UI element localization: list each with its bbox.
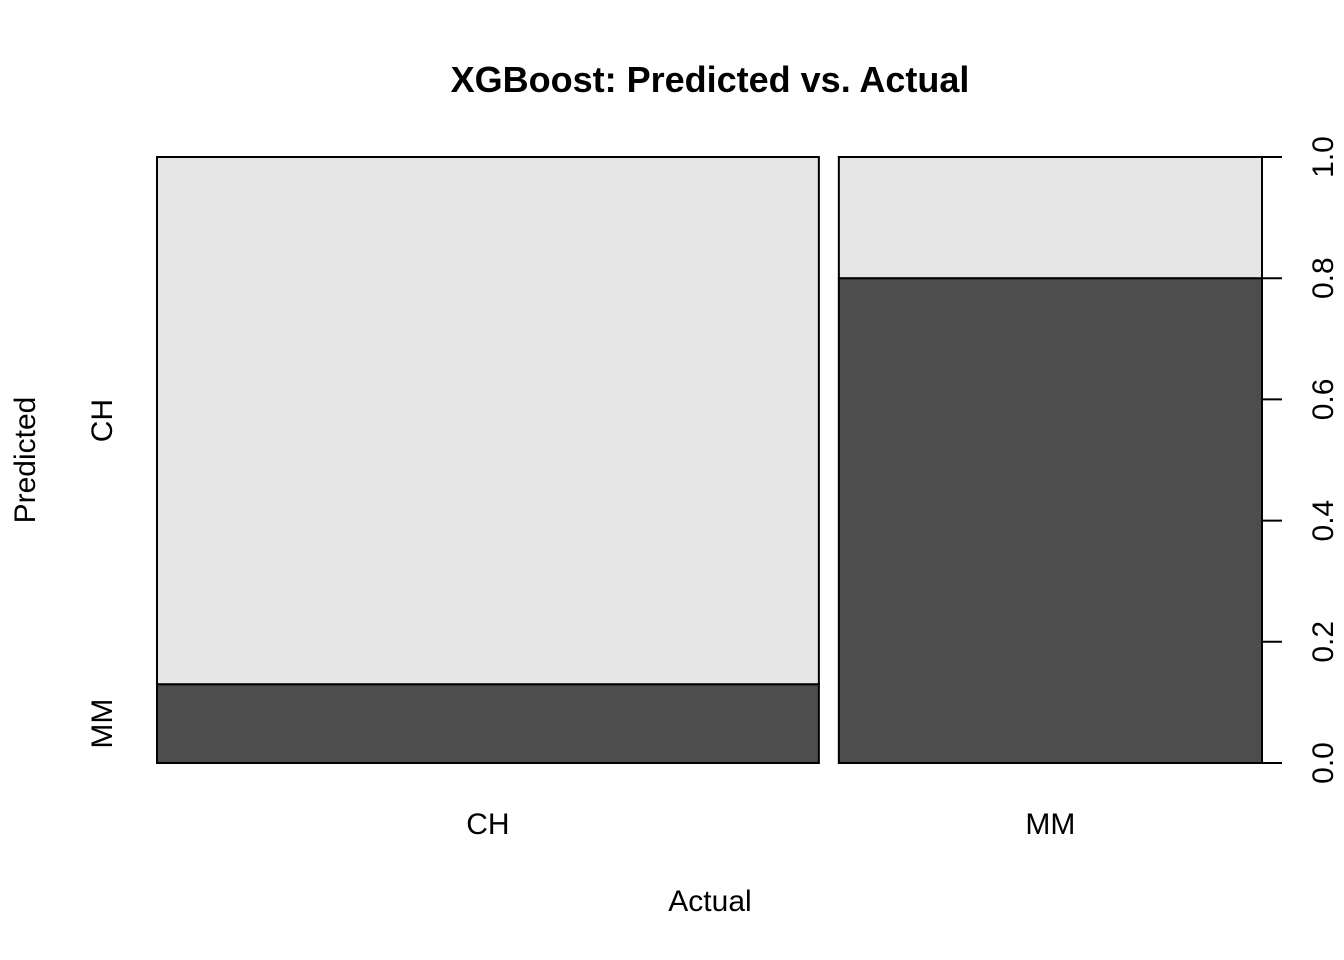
chart-title: XGBoost: Predicted vs. Actual: [451, 59, 970, 100]
x-tick-label-mm: MM: [1025, 808, 1075, 841]
y-tick-labels: MM CH: [86, 399, 119, 749]
tile-ch-mm: [156, 683, 820, 764]
tile-mm-ch: [837, 156, 1263, 280]
right-axis-tick-label: 0.4: [1307, 500, 1340, 542]
y-tick-label-ch: CH: [86, 399, 119, 442]
x-tick-label-ch: CH: [466, 808, 509, 841]
y-tick-label-mm: MM: [86, 699, 119, 749]
y-axis-label: Predicted: [9, 397, 42, 524]
right-axis-tick-label: 0.6: [1307, 379, 1340, 421]
right-axis-tick-label: 0.2: [1307, 621, 1340, 663]
x-tick-labels: CH MM: [466, 808, 1075, 841]
x-axis-label: Actual: [668, 885, 751, 918]
tile-mm-mm: [837, 277, 1263, 764]
right-axis-tick-label: 1.0: [1307, 136, 1340, 178]
right-axis: 0.0 0.2 0.4 0.6 0.8 1.0: [1261, 136, 1340, 784]
right-axis-tick-label: 0.0: [1307, 742, 1340, 784]
right-axis-tick-label: 0.8: [1307, 257, 1340, 299]
tile-ch-ch: [156, 156, 820, 686]
mosaic-tiles: [156, 156, 1263, 764]
